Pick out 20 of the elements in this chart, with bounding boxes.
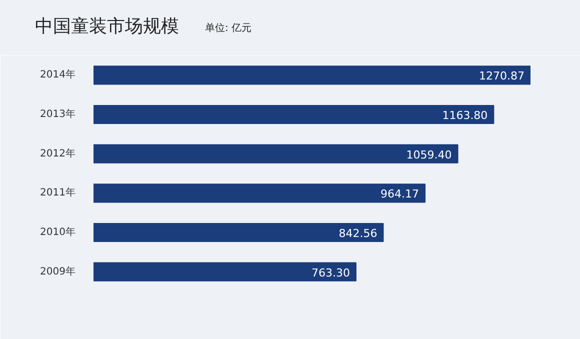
bar bbox=[94, 262, 356, 282]
data-label: 1270.87 bbox=[479, 70, 525, 83]
data-label: 964.17 bbox=[380, 188, 420, 201]
y-tick-label: 2011年 bbox=[40, 186, 76, 199]
chart-title: 中国童装市场规模 bbox=[35, 15, 179, 39]
y-tick-label: 2013年 bbox=[40, 108, 76, 120]
data-label: 763.30 bbox=[311, 266, 350, 280]
data-label: 1163.80 bbox=[442, 109, 488, 122]
bar bbox=[94, 222, 384, 242]
chart-subtitle: 单位: 亿元 bbox=[205, 22, 252, 36]
y-tick-label: 2009年 bbox=[40, 265, 76, 278]
data-label: 1059.40 bbox=[406, 148, 452, 162]
y-tick-label: 2014年 bbox=[40, 68, 76, 81]
data-label: 842.56 bbox=[338, 227, 378, 240]
bar bbox=[94, 104, 494, 124]
bar bbox=[94, 184, 426, 203]
y-tick-label: 2010年 bbox=[40, 226, 76, 238]
y-tick-label: 2012年 bbox=[40, 147, 76, 160]
bar bbox=[94, 66, 530, 85]
bar bbox=[94, 144, 458, 164]
